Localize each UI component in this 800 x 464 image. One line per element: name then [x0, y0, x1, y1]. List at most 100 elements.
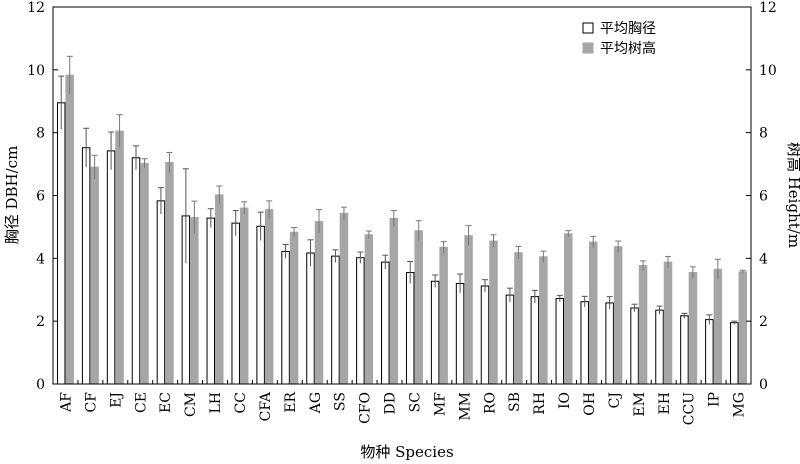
bar-dbh [256, 225, 265, 385]
bar-dbh [680, 315, 689, 385]
bar-dbh [730, 322, 739, 385]
right-tick-label: 12 [759, 0, 777, 16]
bar-dbh [430, 280, 440, 385]
x-tick-label: AG [308, 392, 324, 414]
x-axis-ticks: AF CF EJ CE EC CM LH CC CFA ER AG SS CFO DD SC MF MM RO SB… [58, 380, 752, 425]
bar-dbh [630, 307, 639, 385]
x-tick-label: CE [133, 392, 149, 413]
legend-label-height: 平均树高 [600, 40, 656, 57]
right-y-axis-label: 树高 Height/m [785, 142, 800, 248]
bar-dbh [381, 261, 390, 385]
x-tick-label: EH [657, 392, 673, 414]
bar-height [339, 212, 349, 385]
error-bars-group [58, 55, 746, 325]
x-tick-label: ER [283, 392, 299, 413]
x-tick-label: CJ [607, 392, 623, 408]
bar-dbh [281, 250, 290, 385]
bar-height [439, 246, 448, 385]
bar-dbh [530, 296, 540, 385]
left-tick-label: 2 [36, 314, 45, 330]
bar-dbh [131, 157, 141, 385]
bar-height [239, 207, 249, 385]
bar-height [638, 265, 648, 385]
bar-height [364, 234, 374, 385]
bar-dbh [156, 200, 166, 385]
x-tick-label: OH [582, 392, 598, 416]
bar-height [90, 166, 99, 385]
left-tick-label: 12 [27, 0, 45, 16]
bar-dbh [555, 298, 565, 385]
left-y-axis-label: 胸径 DBH/cm [3, 146, 21, 245]
bar-dbh [455, 282, 465, 385]
x-tick-label: MF [432, 392, 448, 416]
bar-height [264, 209, 274, 385]
bar-height [564, 233, 573, 385]
left-axis-ticks: 0 2 4 6 8 10 12 [27, 0, 58, 393]
right-tick-label: 0 [759, 377, 768, 393]
bar-height [539, 256, 548, 385]
x-tick-label: RO [482, 392, 498, 414]
x-tick-label: SC [407, 392, 423, 412]
right-tick-label: 10 [759, 63, 777, 79]
bar-height [738, 271, 748, 385]
bar-dbh [81, 147, 91, 385]
left-tick-label: 0 [36, 377, 45, 393]
bar-height [389, 217, 399, 385]
bar-dbh [106, 150, 116, 385]
x-axis-label: 物种 Species [360, 443, 453, 461]
x-tick-label: CC [233, 392, 249, 413]
x-tick-label: EJ [108, 392, 124, 408]
left-tick-label: 4 [36, 251, 45, 267]
x-tick-label: RH [532, 392, 548, 415]
bar-height [140, 162, 149, 385]
bar-dbh [580, 301, 589, 385]
x-tick-label: MM [457, 392, 473, 421]
x-tick-label: AF [58, 392, 74, 413]
bar-height [663, 261, 673, 385]
x-tick-label: SB [507, 392, 523, 412]
right-tick-label: 2 [759, 314, 768, 330]
bar-height [190, 216, 199, 385]
x-tick-label: IP [707, 392, 723, 407]
legend-label-dbh: 平均胸径 [600, 21, 656, 37]
bar-dbh [505, 294, 515, 385]
legend: 平均胸径 平均树高 [582, 21, 656, 57]
x-tick-label: CM [183, 392, 199, 417]
legend-swatch-height [582, 42, 594, 54]
left-tick-label: 6 [36, 189, 45, 205]
x-tick-label: IO [557, 392, 573, 409]
bar-dbh [605, 302, 614, 385]
x-tick-label: SS [333, 392, 349, 411]
bars-group [56, 74, 748, 385]
right-axis-ticks: 0 2 4 6 8 10 12 [746, 0, 777, 393]
legend-swatch-dbh [582, 22, 594, 34]
x-tick-label: CF [83, 392, 99, 413]
bar-dbh [56, 102, 66, 385]
x-tick-label: DD [383, 392, 399, 414]
bar-height [215, 194, 224, 385]
bar-height [464, 235, 473, 385]
bar-dbh [356, 257, 365, 385]
bar-height [514, 252, 523, 385]
x-tick-label: CCU [682, 392, 698, 425]
bar-height [65, 74, 74, 385]
bar-height [613, 246, 623, 385]
x-tick-label: EM [632, 392, 648, 417]
x-tick-label: LH [208, 392, 224, 414]
x-tick-label: CFA [258, 391, 274, 421]
bar-height [414, 230, 423, 385]
bar-dbh [480, 285, 490, 385]
bar-height [588, 241, 598, 385]
bar-height [489, 240, 498, 385]
bar-height [314, 221, 324, 385]
bar-dbh [705, 319, 714, 385]
left-tick-label: 10 [27, 63, 45, 79]
x-tick-label: EC [158, 392, 174, 413]
bar-dbh [331, 255, 340, 385]
bar-height [289, 231, 299, 385]
bar-height [165, 162, 174, 385]
bar-dbh [655, 309, 664, 385]
x-tick-label: MG [732, 392, 748, 418]
right-tick-label: 4 [759, 251, 768, 267]
bar-height [115, 130, 124, 385]
